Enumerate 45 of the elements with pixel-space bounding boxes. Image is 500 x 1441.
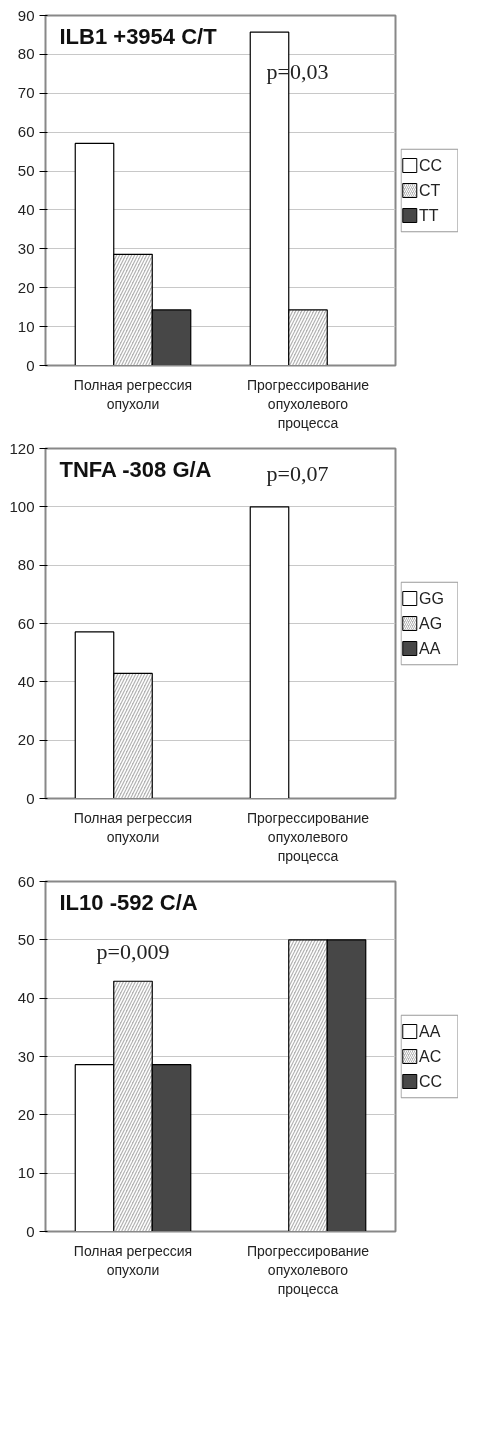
legend-label: TT [419, 207, 439, 224]
x-tick-label: Прогрессирование опухолевого процесса [246, 809, 370, 864]
chart-title: IL10 -592 C/A [59, 889, 198, 915]
y-tick-label: 90 [17, 6, 35, 24]
y-tick-label: 70 [17, 84, 35, 102]
x-tick-label: Прогрессирование опухолевого процесса [246, 376, 370, 431]
y-tick-label: 40 [17, 200, 35, 218]
legend-label: CC [419, 1073, 443, 1090]
y-tick-label: 80 [17, 45, 35, 63]
y-tick-label: 60 [17, 872, 35, 890]
y-tick-label: 50 [17, 930, 35, 948]
x-tick-label: Прогрессирование опухолевого процесса [246, 1242, 370, 1297]
x-tick-label: Полная регрессия опухоли [73, 809, 193, 845]
y-tick-label: 60 [17, 614, 35, 632]
y-tick-label: 10 [17, 1164, 35, 1182]
x-tick-label: Полная регрессия опухоли [73, 1242, 193, 1278]
legend-label: AC [419, 1048, 442, 1065]
legend-label: CC [419, 157, 443, 174]
bar [249, 506, 290, 799]
y-tick-label: 0 [26, 789, 35, 807]
legend-label: AG [419, 615, 443, 632]
chart-title: ILB1 +3954 C/T [59, 23, 218, 49]
y-tick-label: 20 [17, 1105, 35, 1123]
y-tick-label: 40 [17, 989, 35, 1007]
y-tick-label: 20 [17, 731, 35, 749]
y-tick-label: 10 [17, 317, 35, 335]
y-tick-label: 100 [9, 497, 35, 515]
y-tick-label: 0 [26, 1222, 35, 1240]
annotation: p=0,009 [96, 939, 170, 964]
y-tick-label: 30 [17, 239, 35, 257]
chart-title: TNFA -308 G/A [59, 456, 212, 482]
annotation: p=0,07 [266, 460, 329, 486]
y-tick-label: 120 [9, 439, 35, 457]
legend-label: GG [419, 590, 444, 607]
legend-label: CT [419, 182, 441, 199]
y-tick-label: 0 [26, 356, 35, 374]
y-tick-label: 60 [17, 123, 35, 141]
y-tick-label: 80 [17, 556, 35, 574]
y-tick-label: 40 [17, 672, 35, 690]
legend-label: AA [419, 640, 441, 657]
y-tick-label: 20 [17, 278, 35, 296]
x-tick-label: Полная регрессия опухоли [73, 376, 193, 412]
y-tick-label: 50 [17, 162, 35, 180]
y-tick-label: 30 [17, 1047, 35, 1065]
legend-label: AA [419, 1023, 441, 1040]
